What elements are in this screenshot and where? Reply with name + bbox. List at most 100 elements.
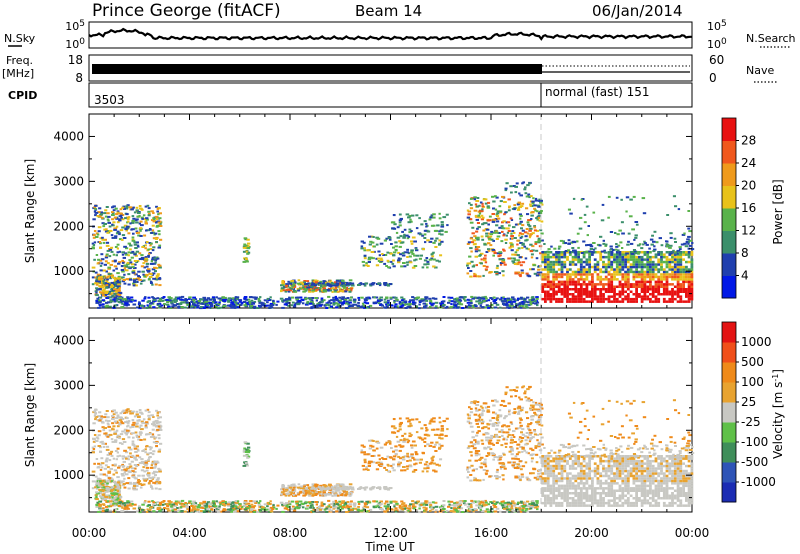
power-cell bbox=[524, 239, 528, 242]
power-cell bbox=[371, 241, 375, 244]
power-cell bbox=[117, 262, 121, 265]
power-cell bbox=[415, 254, 420, 257]
power-cell bbox=[682, 253, 685, 256]
power-cell bbox=[679, 255, 683, 259]
power-cell bbox=[132, 217, 136, 220]
power-cell bbox=[586, 234, 589, 237]
power-cell bbox=[398, 240, 402, 243]
power-cell bbox=[239, 303, 243, 306]
power-cell bbox=[467, 241, 471, 244]
velocity-cell bbox=[256, 511, 260, 513]
power-cell bbox=[370, 235, 374, 238]
power-cell bbox=[516, 239, 520, 242]
velocity-cell bbox=[281, 510, 285, 513]
power-cell bbox=[127, 297, 131, 300]
power-cell bbox=[665, 288, 669, 291]
power-cell bbox=[563, 255, 567, 259]
velocity-cell bbox=[288, 501, 292, 504]
power-cell bbox=[521, 242, 525, 245]
power-cell bbox=[640, 273, 644, 276]
cpid-segment-2: normal (fast) 151 bbox=[545, 85, 649, 99]
power-cell bbox=[640, 263, 644, 266]
power-cell bbox=[626, 258, 630, 261]
velocity-cell bbox=[115, 484, 120, 486]
colorbar-swatch bbox=[722, 118, 736, 141]
power-cell bbox=[672, 249, 675, 252]
power-cell bbox=[131, 221, 134, 224]
power-cell bbox=[485, 228, 490, 231]
power-cell bbox=[101, 299, 105, 302]
power-cell bbox=[112, 221, 116, 224]
power-cell bbox=[112, 298, 116, 301]
power-cell bbox=[410, 249, 414, 252]
power-cell bbox=[657, 300, 661, 303]
power-cell bbox=[113, 304, 118, 307]
power-cell bbox=[196, 302, 200, 305]
power-cell bbox=[508, 307, 511, 309]
power-cell bbox=[375, 296, 379, 299]
power-cell bbox=[383, 298, 387, 301]
power-cell bbox=[533, 225, 536, 228]
power-cell bbox=[537, 241, 541, 244]
power-cell bbox=[371, 283, 375, 286]
power-cell bbox=[281, 280, 285, 283]
velocity-cell bbox=[113, 432, 117, 435]
power-cell bbox=[105, 206, 109, 208]
velocity-cell bbox=[433, 501, 438, 504]
power-cell bbox=[649, 297, 652, 301]
power-cell bbox=[329, 305, 333, 308]
nave-right-tick-top: 60 bbox=[709, 53, 724, 67]
power-cell bbox=[555, 283, 558, 286]
power-cell bbox=[396, 305, 399, 308]
power-cell bbox=[344, 302, 348, 305]
power-cell bbox=[98, 241, 102, 243]
power-cell bbox=[599, 251, 603, 254]
power-cell bbox=[522, 181, 525, 184]
power-cell bbox=[501, 270, 505, 273]
power-cell bbox=[153, 266, 157, 269]
power-cell bbox=[310, 285, 314, 288]
power-cell bbox=[118, 233, 121, 236]
power-cell bbox=[687, 255, 691, 259]
power-cell bbox=[196, 306, 199, 309]
power-cell bbox=[487, 248, 491, 251]
velocity-cell bbox=[150, 464, 153, 467]
velocity-cell bbox=[137, 416, 141, 418]
power-cell bbox=[191, 305, 194, 308]
power-cell bbox=[614, 232, 617, 234]
power-cell bbox=[626, 273, 630, 276]
power-cell bbox=[557, 253, 561, 256]
velocity-cell bbox=[320, 501, 324, 504]
power-cell bbox=[390, 260, 393, 263]
power-cell bbox=[476, 222, 480, 224]
velocity-cell bbox=[157, 481, 162, 484]
velocity-cell bbox=[147, 500, 151, 503]
velocity-cell bbox=[116, 434, 120, 437]
velocity-cell bbox=[99, 463, 103, 466]
power-cell bbox=[649, 251, 652, 254]
power-cell bbox=[512, 300, 516, 303]
power-cell bbox=[492, 296, 496, 299]
power-cell bbox=[555, 263, 558, 266]
power-cell bbox=[165, 303, 170, 306]
power-cell bbox=[500, 225, 504, 228]
power-cell bbox=[649, 263, 652, 266]
power-cell bbox=[535, 300, 539, 303]
power-cell bbox=[234, 296, 237, 299]
power-cell bbox=[487, 299, 491, 302]
power-cell bbox=[536, 235, 539, 238]
power-cell bbox=[677, 208, 681, 211]
power-cell bbox=[493, 231, 496, 234]
velocity-cell bbox=[139, 433, 142, 436]
power-cell bbox=[585, 288, 589, 291]
power-cell bbox=[493, 271, 497, 273]
power-cell bbox=[99, 279, 103, 282]
velocity-cell bbox=[425, 503, 429, 506]
power-cell bbox=[679, 268, 683, 271]
power-cell bbox=[345, 281, 349, 284]
velocity-cell bbox=[513, 503, 517, 506]
power-cell bbox=[125, 229, 128, 232]
power-cell bbox=[607, 280, 611, 284]
velocity-cell bbox=[141, 503, 145, 506]
power-cell bbox=[423, 259, 428, 262]
